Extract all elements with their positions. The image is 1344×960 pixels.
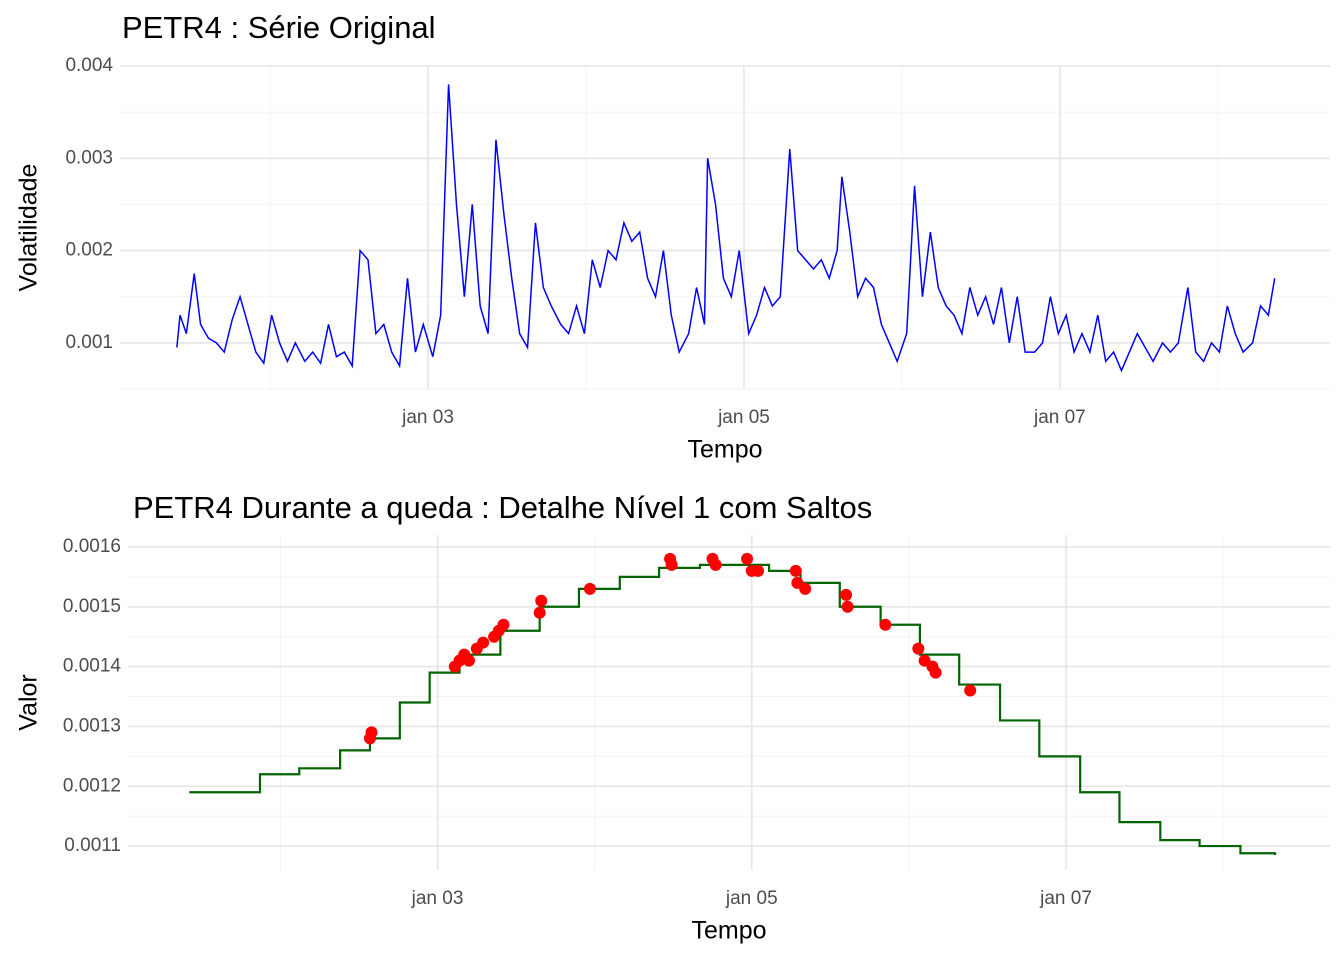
jump-point bbox=[799, 582, 812, 595]
jump-point bbox=[709, 558, 722, 571]
jump-point bbox=[912, 642, 925, 655]
data-line bbox=[189, 563, 1277, 856]
jump-point bbox=[752, 564, 765, 577]
jump-point bbox=[840, 588, 853, 601]
data-line bbox=[176, 84, 1276, 373]
jump-point bbox=[964, 684, 977, 697]
x-axis-title: Tempo bbox=[691, 917, 766, 945]
jump-point bbox=[477, 636, 490, 649]
x-axis-title: Tempo bbox=[687, 436, 762, 464]
jump-point bbox=[789, 564, 802, 577]
x-tick-label: jan 03 bbox=[411, 888, 464, 909]
y-tick-label: 0.0013 bbox=[63, 715, 121, 736]
x-tick-label: jan 03 bbox=[401, 407, 454, 428]
y-tick-label: 0.004 bbox=[65, 55, 113, 76]
y-tick-label: 0.0014 bbox=[63, 656, 122, 677]
y-axis-title: Volatilidade bbox=[15, 164, 43, 292]
jump-point bbox=[929, 666, 942, 679]
y-tick-label: 0.0015 bbox=[63, 596, 121, 617]
y-axis-title: Valor bbox=[15, 674, 43, 731]
jump-point bbox=[841, 600, 854, 613]
jump-point bbox=[462, 654, 475, 667]
x-tick-label: jan 05 bbox=[725, 888, 778, 909]
jump-point bbox=[583, 582, 596, 595]
y-tick-label: 0.0016 bbox=[63, 536, 121, 557]
chart-title: PETR4 : Série Original bbox=[122, 10, 436, 45]
jump-point bbox=[497, 618, 510, 631]
jump-point bbox=[665, 558, 678, 571]
jump-point bbox=[533, 606, 546, 619]
y-tick-label: 0.0012 bbox=[63, 775, 121, 796]
x-tick-label: jan 05 bbox=[717, 407, 770, 428]
y-tick-label: 0.002 bbox=[65, 240, 113, 261]
jump-point bbox=[535, 594, 548, 607]
chart-title: PETR4 Durante a queda : Detalhe Nível 1 … bbox=[133, 490, 872, 525]
jump-point bbox=[741, 552, 754, 565]
x-tick-label: jan 07 bbox=[1039, 888, 1092, 909]
y-tick-label: 0.001 bbox=[65, 332, 113, 353]
jump-point bbox=[879, 618, 892, 631]
x-tick-label: jan 07 bbox=[1033, 407, 1086, 428]
jump-point bbox=[365, 726, 378, 739]
y-tick-label: 0.003 bbox=[65, 147, 113, 168]
y-tick-label: 0.0011 bbox=[64, 835, 121, 856]
